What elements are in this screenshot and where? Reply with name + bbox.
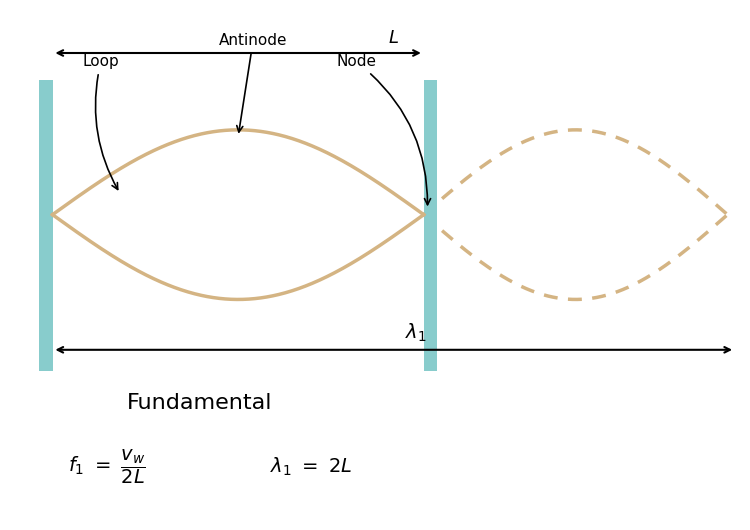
Text: $\lambda_1$: $\lambda_1$ bbox=[405, 322, 427, 344]
Text: Fundamental: Fundamental bbox=[128, 393, 273, 413]
Text: Node: Node bbox=[336, 54, 430, 205]
Text: Antinode: Antinode bbox=[219, 33, 287, 132]
Text: Loop: Loop bbox=[82, 54, 119, 189]
Bar bbox=[424, 80, 437, 371]
Text: $L$: $L$ bbox=[388, 29, 399, 47]
Text: $\lambda_1 \ = \ 2L$: $\lambda_1 \ = \ 2L$ bbox=[270, 455, 352, 478]
Text: $f_1 \ = \ \dfrac{v_w}{2L}$: $f_1 \ = \ \dfrac{v_w}{2L}$ bbox=[68, 447, 146, 485]
Bar bbox=[39, 80, 53, 371]
